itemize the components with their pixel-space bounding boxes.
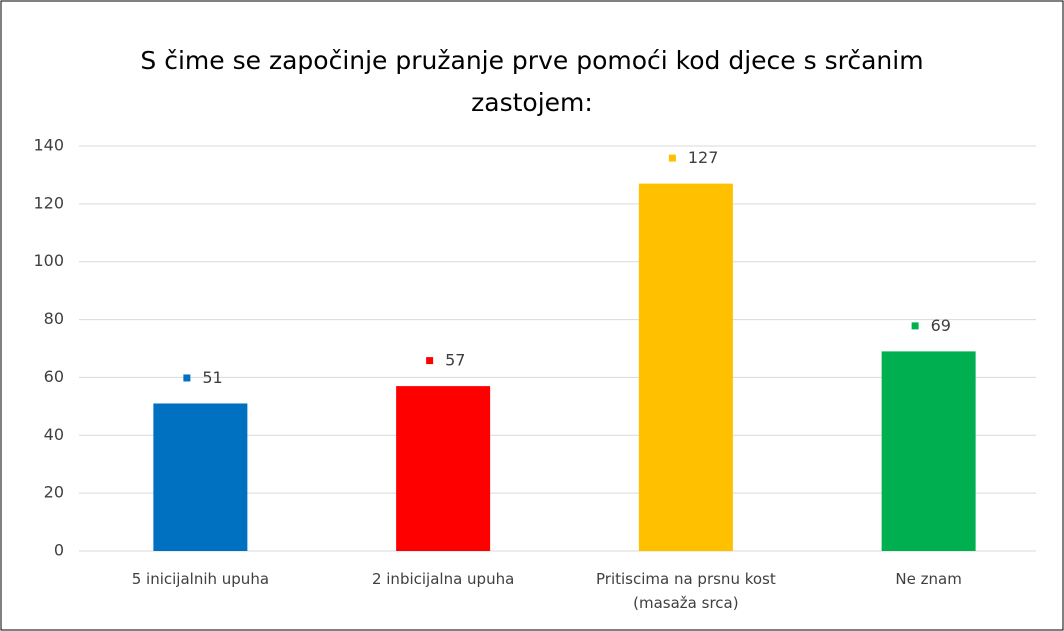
y-tick-label: 140 xyxy=(33,136,64,155)
data-label: 57 xyxy=(445,351,465,370)
data-label: 127 xyxy=(688,148,719,167)
bar xyxy=(638,183,733,551)
y-tick-label: 20 xyxy=(44,483,64,502)
data-label: 51 xyxy=(202,368,222,387)
legend-key xyxy=(426,357,434,365)
chart-title: S čime se započinje pružanje prve pomoći… xyxy=(140,46,924,117)
x-tick-label: Ne znam xyxy=(895,570,962,588)
y-tick-label: 80 xyxy=(44,309,64,328)
y-tick-label: 0 xyxy=(54,541,64,560)
x-tick-label: Pritiscima na prsnu kost (masaža srca) xyxy=(596,570,776,612)
bar xyxy=(881,351,976,551)
legend-key xyxy=(668,154,676,162)
bar xyxy=(396,386,491,551)
y-tick-label: 120 xyxy=(33,193,64,212)
legend-key xyxy=(911,322,919,330)
y-tick-label: 100 xyxy=(33,251,64,270)
x-tick-label: 5 inicijalnih upuha xyxy=(131,570,270,588)
y-tick-label: 40 xyxy=(44,425,64,444)
x-tick-label: 2 inbicijalna upuha xyxy=(371,570,515,588)
y-tick-label: 60 xyxy=(44,367,64,386)
bar xyxy=(153,403,248,551)
data-label: 69 xyxy=(931,316,951,335)
legend-key xyxy=(183,374,191,382)
